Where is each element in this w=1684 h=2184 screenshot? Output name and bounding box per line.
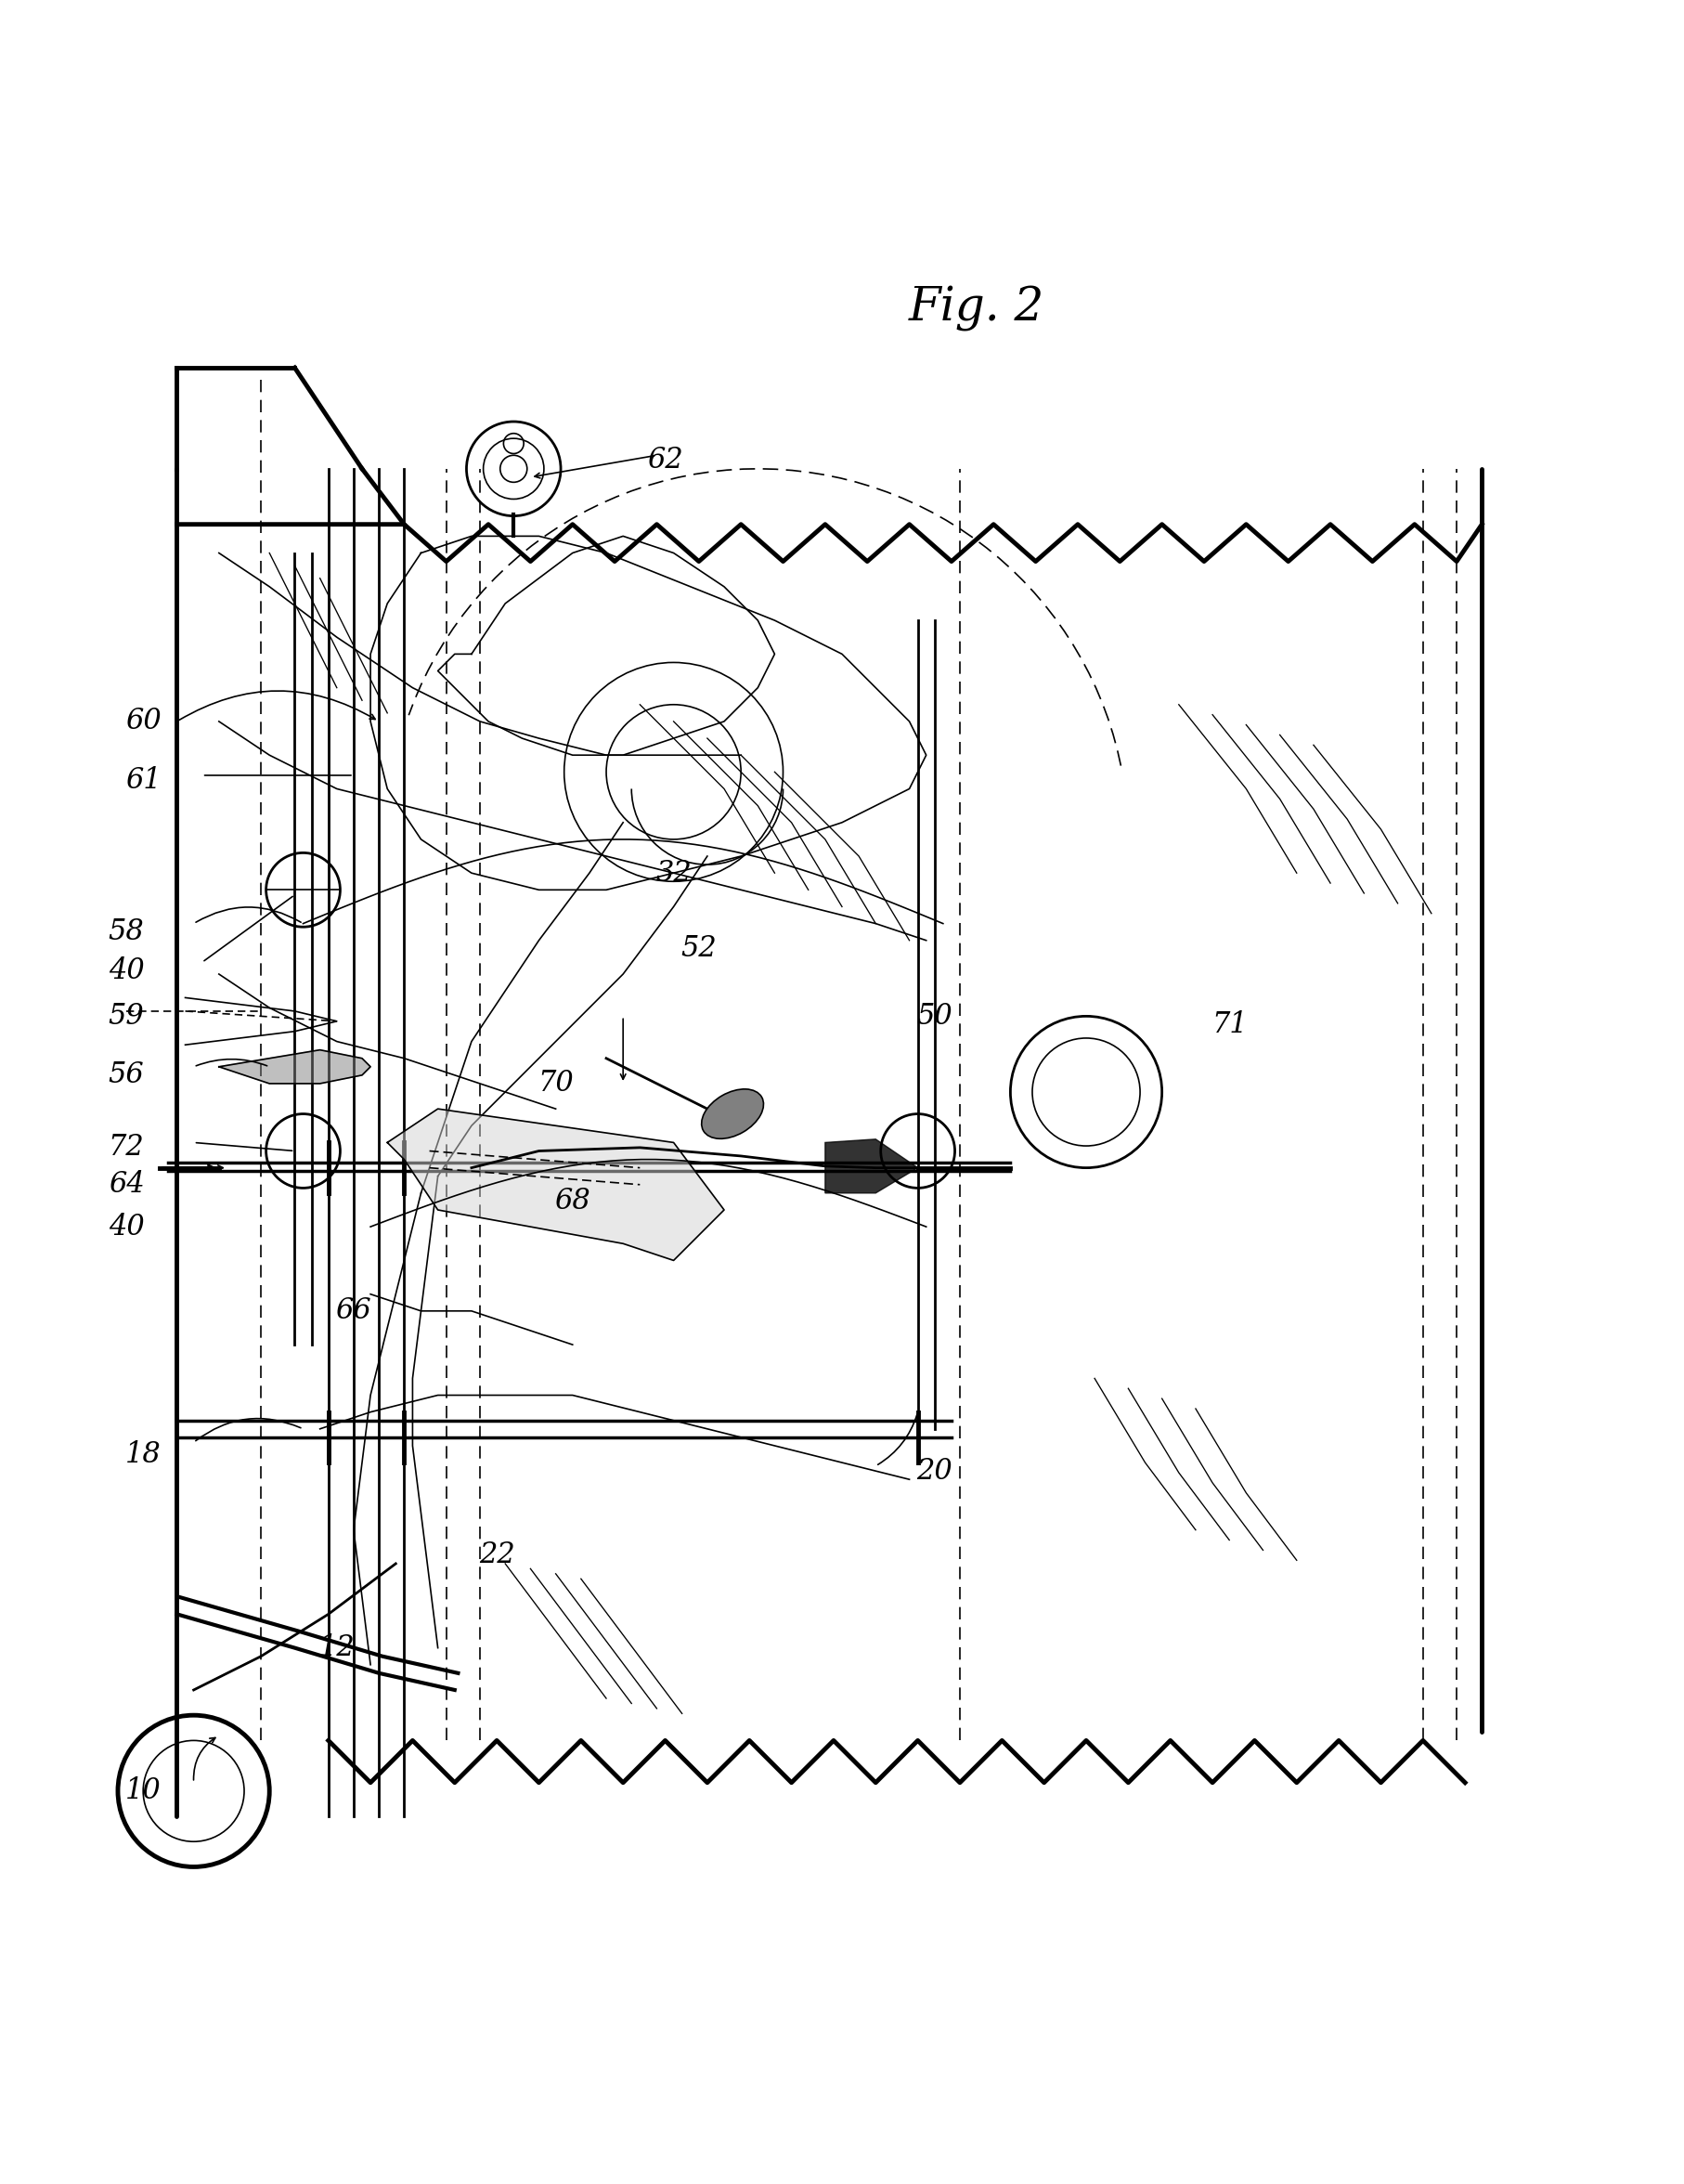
Text: 60: 60	[125, 708, 162, 736]
Text: 64: 64	[108, 1171, 145, 1199]
Text: 59: 59	[108, 1002, 145, 1031]
Text: 18: 18	[125, 1439, 162, 1468]
Ellipse shape	[702, 1090, 763, 1138]
Polygon shape	[219, 1051, 370, 1083]
Text: 66: 66	[335, 1297, 372, 1326]
Text: 40: 40	[108, 957, 145, 985]
Text: 32: 32	[655, 858, 692, 887]
Text: 56: 56	[108, 1061, 145, 1090]
Polygon shape	[825, 1140, 918, 1192]
Text: 40: 40	[108, 1212, 145, 1241]
Text: 72: 72	[108, 1133, 145, 1162]
Text: 20: 20	[916, 1457, 953, 1485]
Polygon shape	[387, 1109, 724, 1260]
Text: 62: 62	[647, 446, 684, 474]
Text: 61: 61	[125, 767, 162, 795]
Text: 50: 50	[916, 1002, 953, 1031]
Text: 71: 71	[1211, 1011, 1248, 1040]
Text: 70: 70	[537, 1070, 574, 1099]
Text: 58: 58	[108, 917, 145, 946]
Text: Fig. 2: Fig. 2	[909, 286, 1044, 332]
Text: 12: 12	[318, 1634, 355, 1662]
Text: 22: 22	[478, 1542, 515, 1570]
Text: 52: 52	[680, 935, 717, 963]
Text: 68: 68	[554, 1188, 591, 1216]
Text: 10: 10	[125, 1776, 162, 1806]
